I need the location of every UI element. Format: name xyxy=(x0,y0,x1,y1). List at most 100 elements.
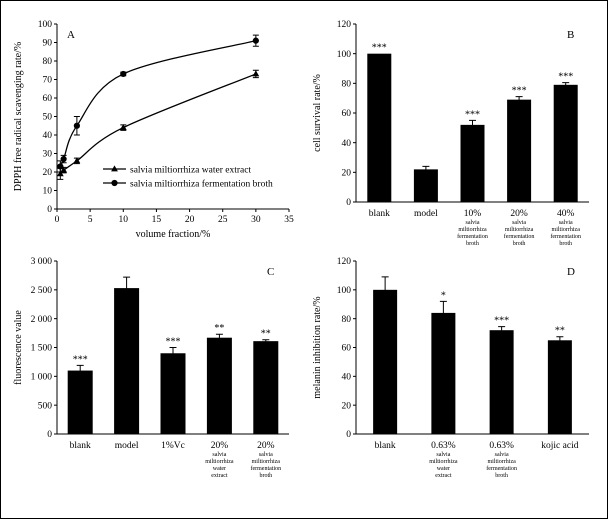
data-point xyxy=(73,157,81,164)
category-sublabel: miltiorrhiza xyxy=(552,227,581,233)
data-point xyxy=(60,155,67,163)
significance-mark: *** xyxy=(73,354,88,365)
category-sublabel: fermentation xyxy=(250,465,281,472)
panel-label: D xyxy=(567,266,575,278)
category-label: 40% xyxy=(557,209,575,219)
y-tick-label: 100 xyxy=(337,50,352,60)
error-bar xyxy=(469,119,476,130)
error-bar xyxy=(123,276,131,300)
category-sublabel: broth xyxy=(559,241,572,247)
category-sublabel: extract xyxy=(211,473,228,479)
y-tick-label: 1 500 xyxy=(31,344,53,354)
y-tick-label: 20 xyxy=(342,401,352,411)
y-tick-label: 90 xyxy=(43,39,53,49)
data-point xyxy=(57,163,64,170)
data-point xyxy=(120,70,127,78)
bar xyxy=(114,288,140,434)
bar xyxy=(489,330,514,434)
category-sublabel: water xyxy=(213,466,226,472)
category-label: blank xyxy=(70,441,91,451)
category-label: kojic acid xyxy=(541,441,578,451)
x-tick-label: 25 xyxy=(218,215,228,225)
y-tick-label: 40 xyxy=(43,131,53,141)
y-axis-label: fluorescence value xyxy=(13,310,24,385)
error-bar xyxy=(515,96,523,104)
category-sublabel: extract xyxy=(435,473,452,479)
category-sublabel: broth xyxy=(259,473,272,479)
y-tick-label: 120 xyxy=(337,257,352,267)
category-sublabel: miltiorrhiza xyxy=(205,459,234,465)
y-tick-label: 0 xyxy=(47,205,52,215)
series-line xyxy=(59,40,257,167)
y-tick-label: 2 500 xyxy=(31,286,53,296)
legend-entry: salvia miltiorrhiza water extract xyxy=(130,165,251,175)
bar xyxy=(206,337,232,434)
category-sublabel: salvia xyxy=(559,220,573,226)
legend-marker xyxy=(111,165,118,172)
significance-mark: *** xyxy=(494,316,509,327)
category-label: model xyxy=(115,441,139,451)
error-bar xyxy=(422,165,430,173)
panel-label: C xyxy=(267,266,274,278)
error-bar xyxy=(262,339,270,344)
y-tick-label: 50 xyxy=(43,113,53,123)
legend-marker xyxy=(111,179,118,187)
bar xyxy=(367,53,392,202)
data-point xyxy=(60,166,68,173)
significance-mark: ** xyxy=(214,323,224,334)
category-sublabel: fermentation xyxy=(486,465,517,472)
category-sublabel: salvia xyxy=(466,220,480,226)
y-axis-label: DPPH free radical scavenging rate/% xyxy=(13,42,24,191)
significance-mark: * xyxy=(441,290,446,301)
error-bar xyxy=(498,326,506,335)
significance-mark: ** xyxy=(261,329,271,340)
y-tick-label: 3 000 xyxy=(31,257,53,267)
category-sublabel: broth xyxy=(466,241,479,247)
category-sublabel: broth xyxy=(495,473,508,479)
bar xyxy=(253,341,279,434)
bar xyxy=(373,289,398,434)
x-tick-label: 15 xyxy=(152,215,162,225)
data-point xyxy=(56,170,64,177)
category-sublabel: fermentation xyxy=(504,233,535,240)
y-tick-label: 60 xyxy=(342,109,352,119)
error-bar xyxy=(76,364,84,377)
y-axis-label: cell survival rate/% xyxy=(312,74,323,152)
x-tick-label: 20 xyxy=(185,215,195,225)
bar xyxy=(547,340,572,434)
significance-mark: *** xyxy=(465,109,480,120)
x-tick-label: 5 xyxy=(88,215,93,225)
category-sublabel: fermentation xyxy=(550,233,581,240)
category-label: 10% xyxy=(464,209,482,219)
category-sublabel: broth xyxy=(513,241,526,247)
y-tick-label: 80 xyxy=(342,315,352,325)
error-bar xyxy=(556,336,564,345)
significance-mark: *** xyxy=(372,43,387,54)
y-tick-label: 20 xyxy=(43,168,53,178)
panel-d-bar-chart: 0 20 40 60 80 100 120 melanin inhibition rate/%… xyxy=(312,257,589,479)
bar xyxy=(67,370,93,434)
category-label: 1%Vc xyxy=(161,441,185,451)
bar xyxy=(413,169,438,202)
data-point xyxy=(73,122,80,129)
y-tick-label: 100 xyxy=(38,20,53,30)
y-tick-label: 60 xyxy=(43,94,53,104)
y-tick-label: 1 000 xyxy=(31,373,53,383)
bar xyxy=(553,84,578,202)
category-label: 20% xyxy=(257,441,275,451)
bar xyxy=(160,353,186,434)
panel-c-bar-chart: 0 500 1 000 1 500 2 000 2 500 3 000 fluorescenc… xyxy=(13,257,289,479)
significance-mark: *** xyxy=(512,86,527,97)
x-tick-label: 10 xyxy=(119,215,129,225)
category-sublabel: salvia xyxy=(259,452,273,458)
error-bar xyxy=(381,276,389,304)
y-tick-label: 100 xyxy=(337,286,352,296)
y-tick-label: 500 xyxy=(38,401,53,411)
y-tick-label: 40 xyxy=(342,373,352,383)
y-tick-label: 120 xyxy=(337,20,352,30)
category-sublabel: salvia xyxy=(512,220,526,226)
y-tick-label: 0 xyxy=(346,430,351,440)
